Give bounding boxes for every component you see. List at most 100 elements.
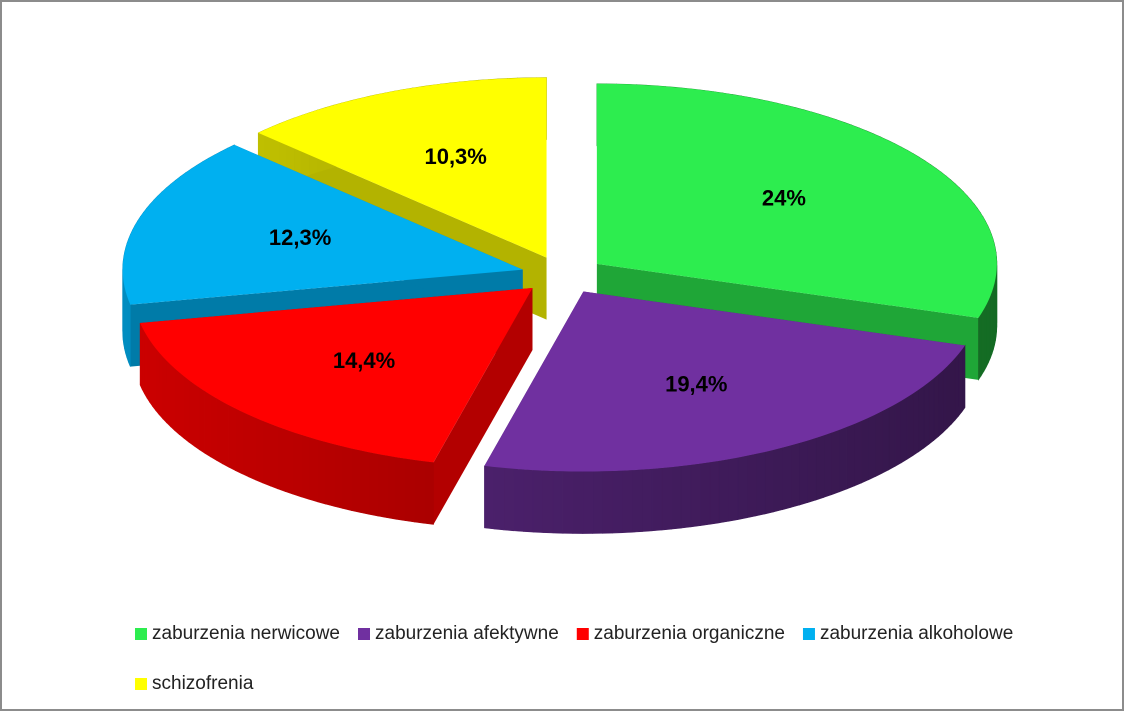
slice-wall <box>680 464 692 529</box>
slice-wall <box>152 343 156 412</box>
slice-wall <box>216 397 223 465</box>
slice-wall <box>144 330 148 399</box>
slice-wall <box>728 457 739 522</box>
slice-top <box>122 144 523 305</box>
slice-wall <box>632 469 643 533</box>
slice-wall <box>815 434 825 501</box>
slice-wall <box>622 469 633 533</box>
slice-wall <box>946 361 952 430</box>
slice-wall <box>641 468 653 532</box>
slice-wall <box>912 389 919 457</box>
slice-top <box>258 77 547 258</box>
slice-wall <box>985 300 989 368</box>
slice-wall <box>285 429 294 495</box>
slice-wall <box>316 439 326 505</box>
slice-wall <box>532 469 544 533</box>
slice-wall <box>894 400 902 467</box>
slice-wall <box>386 455 397 520</box>
slice-top <box>596 83 997 318</box>
slice-wall <box>950 357 956 426</box>
slice-wall <box>139 322 143 390</box>
slice-wall <box>523 469 534 533</box>
slice-wall <box>906 393 914 460</box>
slice-wall <box>746 453 757 519</box>
slice-wall <box>342 446 352 511</box>
slice-wall <box>773 447 783 513</box>
slice-wall <box>269 423 279 490</box>
legend-swatch <box>358 628 370 640</box>
slice-wall <box>958 348 963 417</box>
slice-wall <box>839 426 848 493</box>
slice <box>139 287 533 525</box>
slice-wall <box>983 304 987 372</box>
slice-top <box>484 291 965 472</box>
slice-wall <box>350 448 361 513</box>
slice-wall <box>183 375 190 443</box>
slice-wall <box>277 426 286 492</box>
slice-wall <box>166 359 171 428</box>
slice-wall <box>782 445 792 511</box>
slice-wall <box>155 347 160 416</box>
slice-wall <box>790 442 800 508</box>
slice-wall <box>961 344 966 413</box>
slice-wall <box>513 468 524 532</box>
slice-wall <box>204 390 211 458</box>
slice-wall <box>333 443 343 509</box>
slice-wall <box>671 465 682 530</box>
slice-wall <box>938 369 944 438</box>
slice-wall <box>235 408 243 475</box>
slice-wall <box>222 401 230 468</box>
slice-wall <box>368 451 379 517</box>
slice-wall <box>542 470 554 534</box>
slice-wall <box>918 385 925 453</box>
legend-label: zaburzenia alkoholowe <box>820 623 1013 644</box>
slice-wall <box>592 470 603 534</box>
slice-wall <box>709 460 720 525</box>
slice-wall <box>900 396 908 464</box>
slice-wall <box>174 367 180 436</box>
slice-wall <box>799 440 808 506</box>
slice-wall <box>146 334 150 404</box>
slice-wall <box>141 327 145 394</box>
data-label: 14,4% <box>333 348 395 373</box>
data-label: 19,4% <box>665 372 727 397</box>
slice-wall <box>493 466 505 531</box>
slice-wall <box>300 434 310 500</box>
slice-wall <box>572 471 584 534</box>
slice-wall <box>405 458 415 523</box>
slice-wall <box>942 365 948 434</box>
legend-swatch <box>576 628 589 640</box>
slice-wall <box>651 467 663 532</box>
slice-wall <box>414 459 425 524</box>
slice-wall <box>188 379 195 447</box>
legend-label: zaburzenia afektywne <box>375 623 559 644</box>
slice-wall <box>881 407 890 474</box>
slice-wall <box>978 312 982 381</box>
slice-wall <box>308 436 318 503</box>
slice-wall <box>292 431 302 498</box>
slice-wall <box>228 404 236 472</box>
slice-wall <box>954 353 959 421</box>
slice-wall <box>255 417 264 484</box>
slice-wall <box>562 470 574 534</box>
slice-wall <box>755 451 766 517</box>
slice-wall <box>162 355 167 424</box>
data-label: 24% <box>762 186 806 211</box>
slice-wall <box>248 414 257 481</box>
slice-wall <box>928 377 935 445</box>
slice-wall <box>262 420 271 487</box>
slice-wall <box>210 394 217 461</box>
slice-wall <box>875 410 883 477</box>
slice-top <box>140 287 533 463</box>
legend-swatch <box>135 628 147 640</box>
slice-wall <box>582 471 594 534</box>
slice-wall <box>923 381 930 449</box>
slice-wall <box>807 437 817 503</box>
legend-swatch <box>802 628 815 640</box>
slice-wall <box>888 403 896 471</box>
slice-wall <box>718 458 729 524</box>
legend-label: zaburzenia organiczne <box>594 623 785 644</box>
slice-wall <box>325 441 335 507</box>
slice-wall <box>868 414 876 481</box>
